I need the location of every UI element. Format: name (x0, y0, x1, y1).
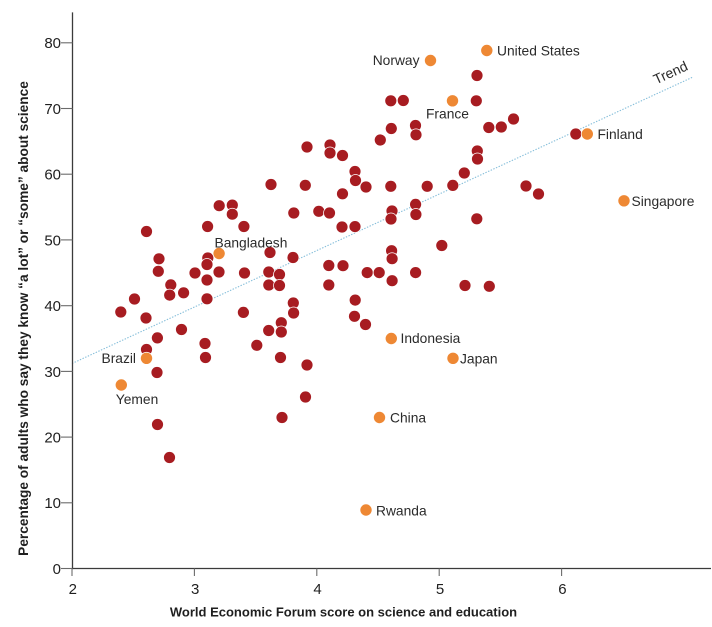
svg-text:3: 3 (191, 581, 199, 598)
svg-text:40: 40 (44, 298, 61, 315)
svg-text:Norway: Norway (373, 53, 420, 68)
svg-text:Singapore: Singapore (632, 194, 695, 209)
svg-text:United States: United States (497, 44, 580, 59)
svg-text:70: 70 (44, 101, 61, 118)
svg-text:France: France (426, 107, 469, 122)
svg-text:0: 0 (53, 561, 61, 578)
svg-text:5: 5 (436, 581, 444, 598)
svg-text:Bangladesh: Bangladesh (215, 235, 288, 250)
svg-text:Japan: Japan (460, 351, 498, 366)
svg-text:Finland: Finland (598, 127, 643, 142)
svg-text:20: 20 (44, 430, 61, 447)
svg-text:2: 2 (69, 581, 77, 598)
svg-text:60: 60 (44, 167, 61, 184)
svg-text:China: China (390, 411, 426, 426)
svg-text:50: 50 (44, 232, 61, 249)
svg-text:Yemen: Yemen (116, 392, 158, 407)
svg-text:4: 4 (313, 581, 321, 598)
svg-text:10: 10 (44, 495, 61, 512)
svg-text:World Economic Forum score on: World Economic Forum score on science an… (170, 605, 517, 620)
svg-text:Indonesia: Indonesia (401, 331, 461, 346)
svg-text:Percentage of adults who say t: Percentage of adults who say they know “… (16, 81, 31, 556)
svg-text:80: 80 (44, 35, 61, 52)
svg-text:30: 30 (44, 364, 61, 381)
svg-text:6: 6 (558, 581, 566, 598)
svg-text:Rwanda: Rwanda (376, 504, 427, 519)
svg-text:Brazil: Brazil (102, 351, 137, 366)
